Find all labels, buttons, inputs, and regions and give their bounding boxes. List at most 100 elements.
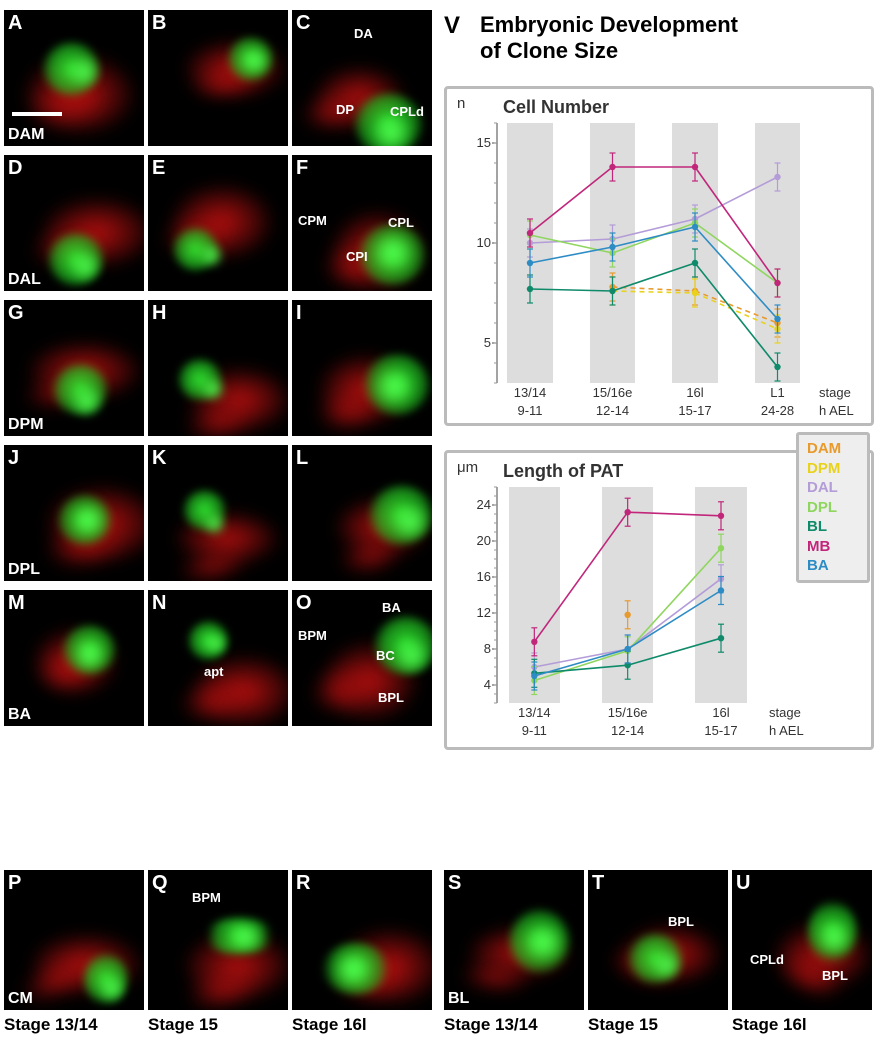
legend-item-DAL: DAL: [807, 478, 859, 498]
panel-letter: R: [296, 872, 310, 895]
panel-region-label: BA: [8, 706, 31, 724]
ytick-label: 16: [467, 569, 491, 584]
ytick-label: 8: [467, 641, 491, 656]
micro-panel-B: B: [148, 10, 288, 146]
micro-panel-R: R: [292, 870, 432, 1010]
micro-panel-J: J DPL: [4, 445, 144, 581]
micro-panel-U: U CPLd BPL: [732, 870, 872, 1010]
panel-region-label: DPL: [8, 561, 40, 579]
panel-region-label: BL: [448, 990, 469, 1008]
stage-label: Stage 16l: [732, 1015, 807, 1035]
panel-letter: L: [296, 447, 308, 470]
panel-letter: B: [152, 12, 166, 35]
legend-item-DPL: DPL: [807, 498, 859, 518]
xhour-label: 9-11: [502, 403, 558, 418]
micro-panel-M: M BA: [4, 590, 144, 726]
legend-item-MB: MB: [807, 537, 859, 557]
annotation: BPL: [668, 914, 694, 929]
annotation: CPI: [346, 249, 368, 264]
micro-panel-G: GDPM: [4, 300, 144, 436]
scale-bar: [12, 112, 62, 116]
panel-region-label: DPM: [8, 416, 44, 434]
micro-panel-K: K: [148, 445, 288, 581]
annotation: BPL: [822, 968, 848, 983]
x-suffix-hours: h AEL: [819, 403, 869, 418]
xcat-label: L1: [750, 385, 806, 400]
panel-letter: M: [8, 592, 25, 615]
xcat-label: 16l: [667, 385, 723, 400]
micro-panel-C: CDADPCPLd: [292, 10, 432, 146]
micro-panel-H: H: [148, 300, 288, 436]
figure-title-line2: of Clone Size: [480, 38, 618, 64]
panel-letter: Q: [152, 872, 168, 895]
xcat-label: 16l: [693, 705, 749, 720]
xhour-label: 15-17: [667, 403, 723, 418]
x-suffix-hours: h AEL: [769, 723, 819, 738]
panel-letter: P: [8, 872, 21, 895]
annotation: BPL: [378, 690, 404, 705]
panel-letter: D: [8, 157, 22, 180]
micro-panel-Q: Q BPM: [148, 870, 288, 1010]
figure-letter-V: V: [444, 12, 460, 40]
panel-region-label: DAL: [8, 271, 41, 289]
ytick-label: 10: [467, 235, 491, 250]
xhour-label: 9-11: [506, 723, 562, 738]
micro-panel-A: A DAM: [4, 10, 144, 146]
panel-letter: O: [296, 592, 312, 615]
micro-panel-D: D DAL: [4, 155, 144, 291]
panel-letter: N: [152, 592, 166, 615]
xcat-label: 15/16e: [600, 705, 656, 720]
annotation: BA: [382, 600, 401, 615]
panel-letter: A: [8, 12, 22, 35]
panel-region-label: CM: [8, 990, 33, 1008]
micro-panel-P: P CM: [4, 870, 144, 1010]
micro-panel-I: I: [292, 300, 432, 436]
xcat-label: 13/14: [502, 385, 558, 400]
panel-letter: F: [296, 157, 308, 180]
annotation: BC: [376, 648, 395, 663]
micro-panel-T: T BPL: [588, 870, 728, 1010]
ytick-label: 5: [467, 335, 491, 350]
micro-panel-N: Napt: [148, 590, 288, 726]
xhour-label: 15-17: [693, 723, 749, 738]
xcat-label: 13/14: [506, 705, 562, 720]
legend-item-BA: BA: [807, 556, 859, 576]
annotation: BPM: [298, 628, 327, 643]
ytick-label: 4: [467, 677, 491, 692]
stage-label: Stage 16l: [292, 1015, 367, 1035]
annotation: CPLd: [750, 952, 784, 967]
annotation: CPM: [298, 213, 327, 228]
legend-item-DAM: DAM: [807, 439, 859, 459]
panel-letter: C: [296, 12, 310, 35]
micro-panel-L: L: [292, 445, 432, 581]
annotation: BPM: [192, 890, 221, 905]
panel-letter: I: [296, 302, 302, 325]
chart-svg: [447, 89, 877, 429]
panel-letter: T: [592, 872, 604, 895]
xhour-label: 12-14: [585, 403, 641, 418]
panel-letter: E: [152, 157, 165, 180]
micro-panel-F: FCPMCPLCPI: [292, 155, 432, 291]
legend-item-DPM: DPM: [807, 459, 859, 479]
annotation: CPLd: [390, 104, 424, 119]
panel-letter: K: [152, 447, 166, 470]
stage-label: Stage 15: [588, 1015, 658, 1035]
ytick-label: 15: [467, 135, 491, 150]
panel-letter: H: [152, 302, 166, 325]
panel-letter: J: [8, 447, 19, 470]
xcat-label: 15/16e: [585, 385, 641, 400]
legend: DAMDPMDALDPLBLMBBA: [796, 432, 870, 583]
stage-label: Stage 13/14: [444, 1015, 538, 1035]
annotation: apt: [204, 664, 224, 679]
x-suffix-stage: stage: [819, 385, 869, 400]
panel-letter: U: [736, 872, 750, 895]
stage-label: Stage 15: [148, 1015, 218, 1035]
micro-panel-E: E: [148, 155, 288, 291]
ytick-label: 12: [467, 605, 491, 620]
figure-title-line1: Embryonic Development: [480, 12, 738, 38]
ytick-label: 20: [467, 533, 491, 548]
x-suffix-stage: stage: [769, 705, 819, 720]
legend-item-BL: BL: [807, 517, 859, 537]
panel-region-label: DAM: [8, 126, 44, 144]
stage-label: Stage 13/14: [4, 1015, 98, 1035]
